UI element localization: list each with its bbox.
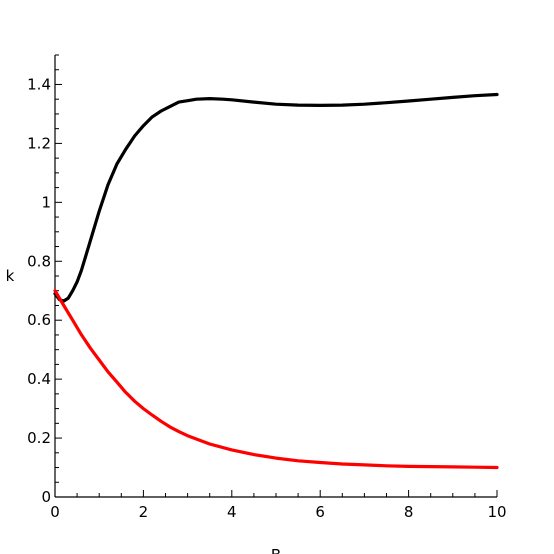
x-axis-label: B — [271, 546, 281, 554]
y-tick-label: 0.8 — [27, 252, 51, 270]
series-line-2 — [53, 289, 499, 470]
x-tick-label: 8 — [404, 503, 414, 521]
x-tick-label: 10 — [487, 503, 506, 521]
y-tick-label: 1 — [41, 193, 51, 211]
y-tick-label: 0 — [41, 488, 51, 506]
x-tick-label: 4 — [227, 503, 237, 521]
series-line-1 — [53, 92, 499, 303]
y-tick-label: 0.4 — [27, 370, 51, 388]
y-tick-label: 1.2 — [27, 134, 51, 152]
series-lines — [53, 92, 499, 470]
x-tick-label: 6 — [315, 503, 325, 521]
y-tick-label: 1.4 — [27, 75, 51, 93]
axes — [54, 55, 497, 498]
x-tick-label: 2 — [139, 503, 149, 521]
y-tick-label: 0.6 — [27, 311, 51, 329]
x-tick-label: 0 — [50, 503, 60, 521]
y-axis-label: k — [6, 267, 15, 285]
ticks: 0 2 4 6 8 10 0 0.2 0.4 0.6 0.8 1 1.2 1.4 — [27, 54, 507, 521]
y-tick-label: 0.2 — [27, 429, 51, 447]
